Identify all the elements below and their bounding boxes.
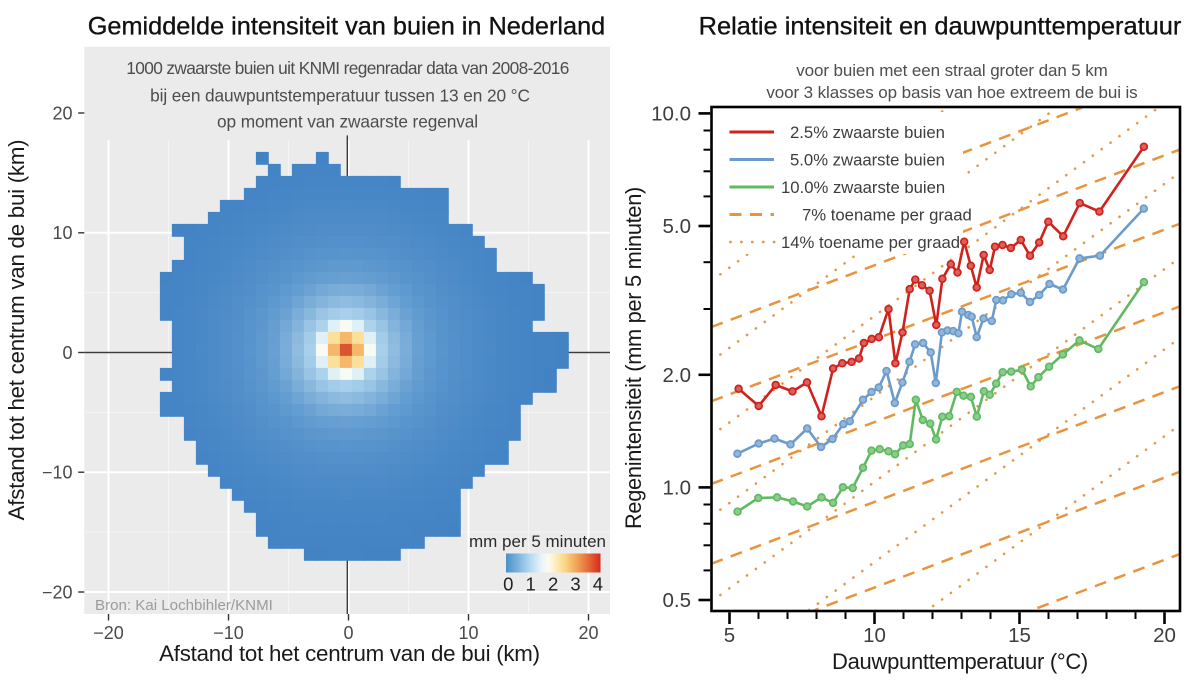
svg-text:10: 10 — [863, 624, 886, 647]
svg-text:Dauwpunttemperatuur (°C): Dauwpunttemperatuur (°C) — [832, 649, 1088, 674]
svg-text:20: 20 — [578, 623, 598, 643]
svg-text:−20: −20 — [42, 582, 73, 602]
svg-text:5: 5 — [724, 624, 735, 647]
svg-text:Afstand tot het centrum van de: Afstand tot het centrum van de bui (km) — [159, 641, 540, 666]
svg-text:voor 3 klasses op basis van ho: voor 3 klasses op basis van hoe extreem … — [766, 83, 1137, 102]
svg-text:10.0% zwaarste buien: 10.0% zwaarste buien — [781, 178, 945, 197]
svg-text:10: 10 — [458, 623, 478, 643]
svg-text:20: 20 — [1153, 624, 1176, 647]
svg-text:−10: −10 — [42, 463, 73, 483]
svg-text:Regenintensiteit (mm per 5 min: Regenintensiteit (mm per 5 minuten) — [621, 187, 646, 529]
svg-text:20: 20 — [52, 103, 72, 123]
svg-text:0.5: 0.5 — [663, 589, 692, 612]
svg-text:1000 zwaarste buien uit KNMI r: 1000 zwaarste buien uit KNMI regenradar … — [126, 58, 568, 78]
svg-text:1: 1 — [526, 574, 536, 595]
svg-text:op moment van zwaarste regenva: op moment van zwaarste regenval — [217, 112, 478, 132]
svg-text:3: 3 — [570, 574, 580, 595]
svg-text:Relatie intensiteit en dauwpun: Relatie intensiteit en dauwpunttemperatu… — [699, 13, 1182, 41]
svg-text:voor buien met een straal grot: voor buien met een straal groter dan 5 k… — [796, 61, 1108, 80]
svg-text:Bron: Kai Lochbihler/KNMI: Bron: Kai Lochbihler/KNMI — [95, 597, 273, 614]
svg-text:2.5% zwaarste buien: 2.5% zwaarste buien — [790, 123, 945, 142]
svg-text:0: 0 — [503, 574, 513, 595]
svg-text:2.0: 2.0 — [663, 364, 692, 387]
svg-text:7% toename per graad: 7% toename per graad — [802, 205, 972, 224]
svg-text:bij een dauwpuntstemperatuur t: bij een dauwpuntstemperatuur tussen 13 e… — [150, 86, 530, 106]
svg-text:2: 2 — [548, 574, 558, 595]
svg-text:0: 0 — [343, 623, 353, 643]
svg-text:5.0% zwaarste buien: 5.0% zwaarste buien — [790, 150, 945, 169]
svg-text:mm per 5 minuten: mm per 5 minuten — [469, 532, 606, 551]
svg-text:10: 10 — [52, 223, 72, 243]
svg-text:Afstand tot het centrum van de: Afstand tot het centrum van de bui (km) — [4, 140, 29, 521]
svg-text:5.0: 5.0 — [663, 215, 692, 238]
svg-text:−10: −10 — [213, 623, 244, 643]
svg-text:−20: −20 — [93, 623, 124, 643]
svg-text:4: 4 — [593, 574, 603, 595]
svg-text:14% toename per graad: 14% toename per graad — [781, 233, 960, 252]
svg-text:1.0: 1.0 — [663, 477, 692, 500]
svg-text:Gemiddelde intensiteit van bui: Gemiddelde intensiteit van buien in Nede… — [88, 13, 606, 41]
svg-text:15: 15 — [1008, 624, 1031, 647]
svg-text:0: 0 — [62, 343, 72, 363]
svg-text:10.0: 10.0 — [651, 103, 691, 126]
